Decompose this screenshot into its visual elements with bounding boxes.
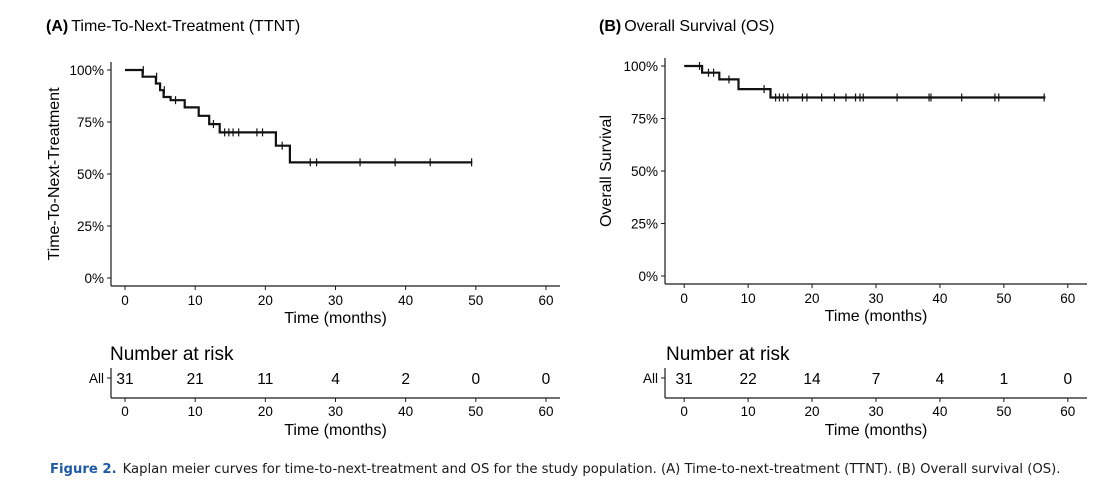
x-axis-label: Time (months) [284, 310, 387, 327]
risk-count: 0 [472, 371, 481, 388]
x-tick-label: 10 [188, 293, 203, 308]
risk-x-tick-label: 30 [328, 404, 343, 419]
panel-title-text: Overall Survival (OS) [624, 18, 774, 35]
panel-label: (A) [46, 18, 68, 35]
y-tick-label: 100% [623, 59, 658, 74]
risk-x-tick-label: 0 [680, 404, 688, 419]
y-axis-label: Overall Survival [598, 115, 615, 227]
figure-caption: Figure 2. Kaplan meier curves for time-to… [50, 462, 1100, 482]
y-tick-label: 75% [631, 112, 658, 127]
risk-count: 14 [803, 371, 821, 388]
y-axis-label: Time-To-Next-Treatment [46, 87, 63, 261]
panel-b: (B) Overall Survival (OS) 0% 25% 50% 75% 100% 0… [598, 18, 1087, 439]
risk-count: 31 [676, 371, 693, 388]
risk-count: 4 [331, 371, 340, 388]
x-tick-label: 50 [996, 291, 1011, 306]
y-tick-label: 25% [77, 219, 104, 234]
risk-count: 7 [872, 371, 881, 388]
x-tick-label: 30 [328, 293, 343, 308]
risk-count: 0 [542, 371, 551, 388]
risk-strata-label: All [89, 371, 104, 386]
risk-count: 4 [936, 371, 945, 388]
x-tick-label: 40 [932, 291, 947, 306]
risk-count: 11 [257, 371, 273, 388]
y-tick-label: 75% [77, 115, 104, 130]
survival-curve [684, 64, 1046, 99]
panel-label: (B) [599, 18, 621, 35]
caption-text: Kaplan meier curves for time-to-next-tre… [122, 462, 1061, 477]
risk-count: 2 [401, 371, 410, 388]
x-axis-label: Time (months) [825, 308, 928, 325]
x-tick-label: 0 [680, 291, 688, 306]
x-tick-label: 20 [258, 293, 273, 308]
panel-title: (B) Overall Survival (OS) [599, 18, 774, 35]
risk-x-tick-label: 40 [398, 404, 413, 419]
risk-count: 21 [187, 371, 204, 388]
x-tick-label: 10 [741, 291, 756, 306]
x-tick-label: 20 [805, 291, 820, 306]
x-tick-label: 60 [1060, 291, 1075, 306]
risk-x-tick-label: 60 [1060, 404, 1075, 419]
risk-count: 0 [1064, 371, 1073, 388]
risk-table-title: Number at risk [666, 344, 790, 365]
y-tick-label: 50% [631, 164, 658, 179]
panel-title: (A) Time-To-Next-Treatment (TTNT) [46, 18, 300, 35]
y-tick-label: 0% [638, 269, 658, 284]
y-tick-label: 100% [69, 63, 104, 78]
panel-title-text: Time-To-Next-Treatment (TTNT) [71, 18, 300, 35]
risk-x-tick-label: 50 [468, 404, 483, 419]
x-tick-label: 60 [538, 293, 553, 308]
risk-x-tick-label: 0 [121, 404, 129, 419]
risk-x-tick-label: 50 [996, 404, 1011, 419]
risk-x-tick-label: 40 [932, 404, 947, 419]
x-tick-label: 50 [468, 293, 483, 308]
risk-table-title: Number at risk [110, 344, 234, 365]
risk-x-tick-label: 20 [258, 404, 273, 419]
risk-count: 31 [116, 371, 133, 388]
risk-count: 22 [739, 371, 756, 388]
panel-a: (A) Time-To-Next-Treatment (TTNT) 0% 25% 50%… [46, 18, 560, 439]
y-tick-label: 25% [631, 217, 658, 232]
x-tick-label: 40 [398, 293, 413, 308]
x-tick-label: 0 [121, 293, 129, 308]
risk-x-axis-label: Time (months) [284, 422, 387, 439]
risk-x-tick-label: 20 [805, 404, 820, 419]
y-tick-label: 50% [77, 167, 104, 182]
risk-count: 1 [1000, 371, 1009, 388]
risk-x-axis-label: Time (months) [825, 422, 928, 439]
risk-strata-label: All [643, 371, 658, 386]
risk-x-tick-label: 60 [538, 404, 553, 419]
risk-x-tick-label: 10 [741, 404, 756, 419]
caption-lead: Figure 2. [50, 462, 117, 477]
y-tick-label: 0% [84, 271, 104, 286]
risk-x-tick-label: 30 [868, 404, 883, 419]
survival-curve [125, 68, 473, 164]
risk-x-tick-label: 10 [188, 404, 203, 419]
x-tick-label: 30 [868, 291, 883, 306]
